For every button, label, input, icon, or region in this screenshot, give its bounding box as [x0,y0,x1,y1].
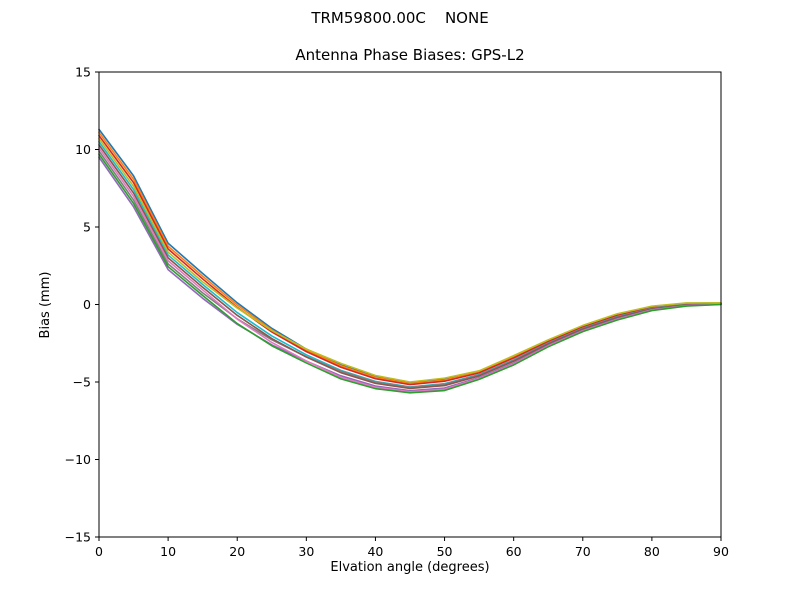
series-line-series-10 [98,153,722,394]
series-line-series-1 [98,128,722,384]
x-tick-label: 60 [506,544,522,559]
series-line-series-9 [98,137,722,383]
x-tick-label: 0 [95,544,103,559]
y-tick-label: 5 [83,220,91,235]
y-tick-label: −15 [65,530,91,545]
y-axis-label: Bias (mm) [38,271,53,339]
x-tick-label: 40 [367,544,383,559]
x-tick-label: 80 [644,544,660,559]
chart-title: Antenna Phase Biases: GPS-L2 [295,46,525,64]
x-tick-label: 50 [437,544,453,559]
y-tick-label: 15 [75,65,91,80]
x-tick-label: 70 [575,544,591,559]
x-tick-label: 30 [298,544,314,559]
series-line-series-6 [98,144,722,390]
x-tick-label: 90 [713,544,729,559]
series-line-series-2 [98,131,722,385]
y-tick-label: 0 [83,297,91,312]
series-line-series-3 [98,134,722,386]
figure-suptitle: TRM59800.00C NONE [311,9,489,27]
x-axis-label: Elvation angle (degrees) [330,560,490,575]
axes-box [98,71,722,538]
y-tick-label: −10 [65,452,91,467]
y-tick-label: −5 [73,375,91,390]
x-tick-label: 10 [160,544,176,559]
y-tick-label: 10 [75,142,91,157]
x-tick-label: 20 [229,544,245,559]
